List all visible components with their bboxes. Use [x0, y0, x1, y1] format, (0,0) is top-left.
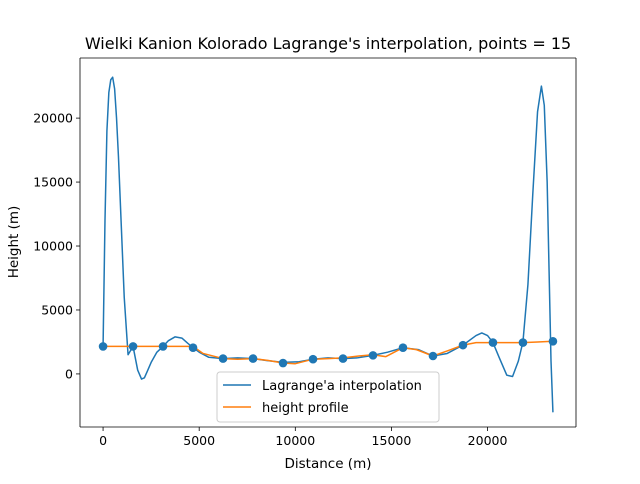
plot-background	[80, 58, 576, 427]
legend-label-profile: height profile	[262, 401, 349, 416]
node-marker	[458, 340, 468, 350]
node-marker	[188, 343, 198, 353]
node-marker	[98, 342, 108, 351]
plot-area	[80, 58, 576, 427]
node-marker	[308, 354, 318, 364]
y-axis-ticks: 0 5000 10000 15000 20000	[33, 111, 80, 381]
x-tick-label: 0	[99, 433, 107, 448]
node-marker	[518, 338, 528, 347]
series-layer	[102, 76, 554, 413]
node-marker	[548, 337, 558, 346]
x-tick-label: 5000	[183, 433, 215, 448]
marker-layer	[98, 337, 558, 368]
y-tick-label: 20000	[33, 111, 73, 126]
node-marker	[128, 342, 138, 351]
y-tick-label: 5000	[41, 302, 73, 317]
node-marker	[158, 342, 168, 351]
node-marker	[428, 351, 438, 361]
legend: Lagrange'a interpolation height profile	[216, 371, 440, 423]
node-marker	[368, 351, 378, 360]
node-marker	[488, 338, 498, 347]
node-marker	[278, 358, 288, 368]
x-axis-label: Distance (m)	[284, 456, 371, 472]
node-marker	[338, 354, 348, 363]
y-tick-label: 15000	[33, 175, 73, 190]
chart-title: Wielki Kanion Kolorado Lagrange's interp…	[85, 34, 571, 53]
axes-frame	[79, 57, 577, 428]
x-tick-label: 10000	[275, 433, 315, 448]
node-marker	[218, 354, 228, 363]
legend-label-interpolation: Lagrange'a interpolation	[262, 379, 422, 394]
y-tick-label: 10000	[33, 239, 73, 254]
height-profile-line	[103, 340, 553, 365]
y-axis-label: Height (m)	[6, 206, 22, 279]
x-tick-label: 20000	[468, 433, 508, 448]
y-tick-label: 0	[65, 366, 73, 381]
legend-box	[216, 371, 440, 423]
node-marker	[398, 343, 408, 353]
x-axis-ticks: 0 5000 10000 15000 20000	[99, 427, 507, 448]
node-marker	[248, 354, 258, 363]
x-tick-label: 15000	[372, 433, 412, 448]
